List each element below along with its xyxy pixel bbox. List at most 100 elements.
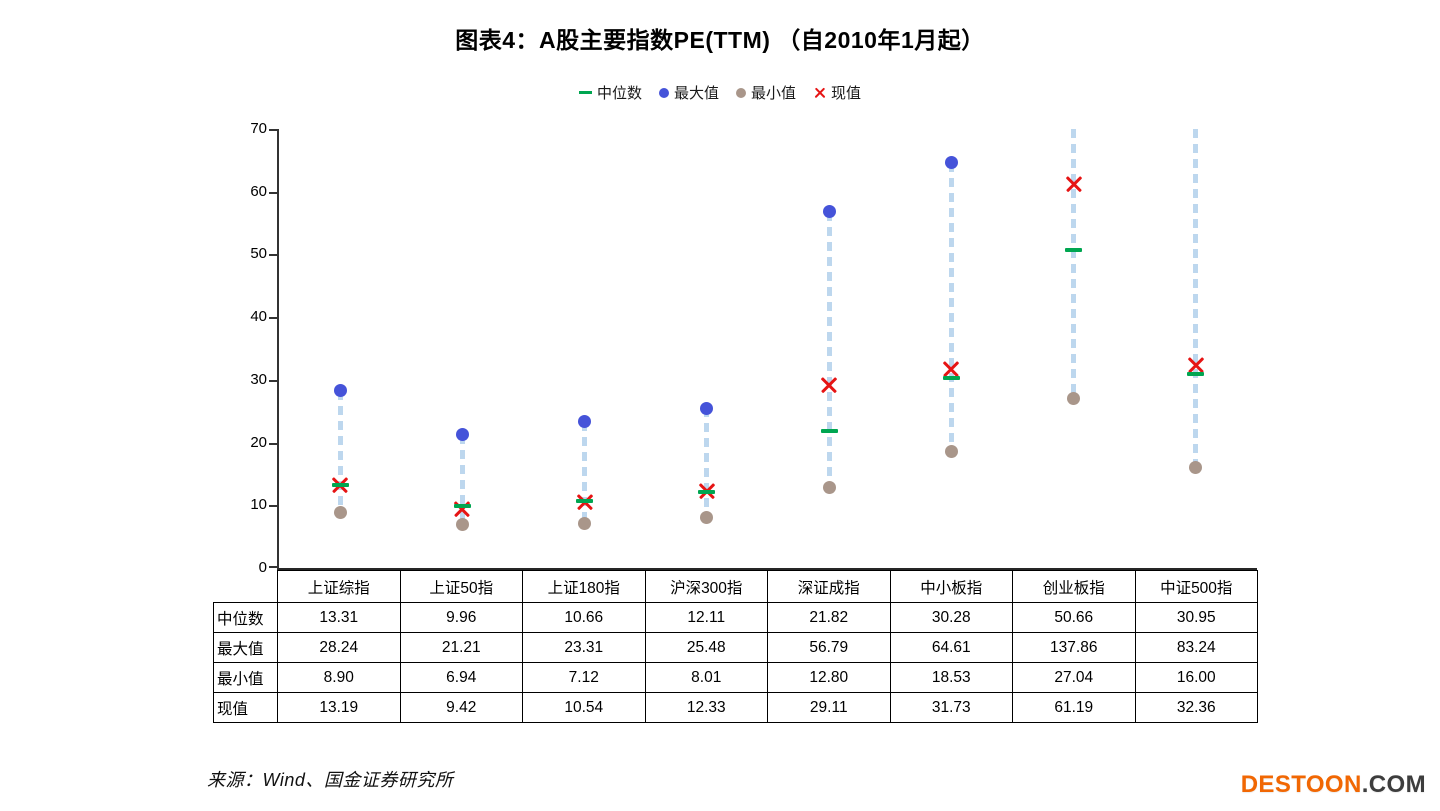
table-row: 最小值 8.90 6.94 7.12 8.01 12.80 18.53 27.04 16.00 [213,662,1258,693]
max-marker [333,384,347,398]
watermark-suffix: .COM [1361,771,1426,798]
range-line [1193,129,1199,468]
legend-item-current: 现值 [813,82,861,103]
table-cell: 8.01 [644,662,768,693]
table-cell: 50.66 [1012,602,1136,633]
min-marker [578,516,592,530]
row-label: 中位数 [213,602,278,633]
chart-title: 图表4：A股主要指数PE(TTM) （自2010年1月起） [455,27,985,53]
dot-legend-icon [736,87,746,98]
median-marker [331,482,349,487]
table-cell: 8.90 [277,662,401,693]
source-note: 来源：Wind、国金证券研究所 [207,770,454,790]
table-cell: 137.86 [1012,632,1136,663]
table-cell: 32.36 [1134,692,1258,723]
table-cell: 21.82 [767,602,891,633]
y-axis-tick-label: 10 [250,496,267,514]
table-row: 最大值 28.24 21.21 23.31 25.48 56.79 64.61 137.86 8… [213,632,1258,663]
median-legend-icon [578,91,592,94]
table-cell: 21.21 [399,632,523,663]
y-axis-tick-label: 60 [250,182,267,200]
table-cell: 29.11 [767,692,891,723]
row-label: 最大值 [213,632,278,663]
column-header: 创业板指 [1012,570,1136,603]
range-line [459,434,465,525]
column-header: 沪深300指 [644,570,768,603]
max-marker [700,401,714,415]
median-marker [453,503,471,508]
median-marker [1065,248,1083,253]
current-marker [820,377,838,394]
y-axis-tick-mark [269,254,277,257]
table-corner-cell [214,571,278,603]
min-marker [944,445,958,459]
min-marker [1067,391,1081,405]
legend-label: 最小值 [751,85,797,102]
legend-item-min: 最小值 [736,82,796,103]
pe-range-chart: 0 10 20 30 40 50 60 70 [250,120,1257,576]
median-marker [576,499,594,504]
y-axis-tick-label: 50 [250,245,267,263]
legend-item-max: 最大值 [658,82,719,103]
table-cell: 25.48 [644,632,768,663]
table-cell: 64.61 [889,632,1013,663]
y-axis-tick-mark [269,505,277,508]
table-cell: 27.04 [1012,662,1136,693]
current-marker [942,361,960,377]
column-header: 上证180指 [522,570,646,603]
y-axis-tick-label: 30 [250,370,267,388]
watermark-brand: DESTOON [1240,771,1362,798]
column-header: 中小板指 [889,570,1013,603]
y-axis-tick-mark [269,566,277,568]
y-axis-tick-mark [269,129,277,131]
max-marker [944,156,958,170]
legend-label: 中位数 [596,85,642,102]
table-row: 现值 13.19 9.42 10.54 12.33 29.11 31.73 61.19 32.3… [213,692,1258,723]
median-marker [820,429,838,434]
table-cell: 7.12 [522,662,646,693]
y-axis-tick-mark [269,442,277,445]
y-axis-tick-mark [269,191,277,194]
column-header: 上证50指 [399,570,523,603]
range-line [704,408,710,518]
legend-label: 现值 [831,85,862,102]
chart-legend: 中位数 最大值 最小值 现值 [0,82,1440,103]
row-label: 最小值 [213,662,278,693]
min-marker [455,517,469,531]
table-cell: 12.33 [644,692,768,723]
legend-label: 最大值 [673,85,719,102]
table-cell: 30.95 [1134,602,1258,633]
table-cell: 6.94 [399,662,523,693]
table-cell: 9.42 [399,692,523,723]
table-cell: 83.24 [1134,632,1258,663]
table-cell: 16.00 [1134,662,1258,693]
range-line [337,390,343,513]
table-cell: 12.11 [644,602,768,633]
y-axis-tick-label: 40 [250,308,267,326]
x-legend-icon [813,86,826,99]
table-cell: 9.96 [399,602,523,633]
table-cell: 13.31 [277,602,401,633]
min-marker [333,505,347,519]
column-header: 中证500指 [1134,570,1258,603]
legend-item-median: 中位数 [578,82,642,103]
watermark: DESTOON.COM [1241,771,1426,799]
column-header: 上证综指 [277,570,401,603]
max-marker [822,205,836,219]
table-cell: 10.54 [522,692,646,723]
max-marker [578,415,592,429]
range-line [826,211,832,488]
range-line [582,421,588,524]
y-axis-tick-mark [269,379,277,382]
y-axis-tick-label: 70 [250,120,267,137]
table-cell: 12.80 [767,662,891,693]
table-cell: 28.24 [277,632,401,663]
table-cell: 56.79 [767,632,891,663]
column-header: 深证成指 [767,570,891,603]
y-axis-tick-label: 0 [258,559,267,576]
range-line [1071,129,1077,399]
table-cell: 13.19 [277,692,401,723]
table-cell: 61.19 [1012,692,1136,723]
median-marker [698,490,716,495]
